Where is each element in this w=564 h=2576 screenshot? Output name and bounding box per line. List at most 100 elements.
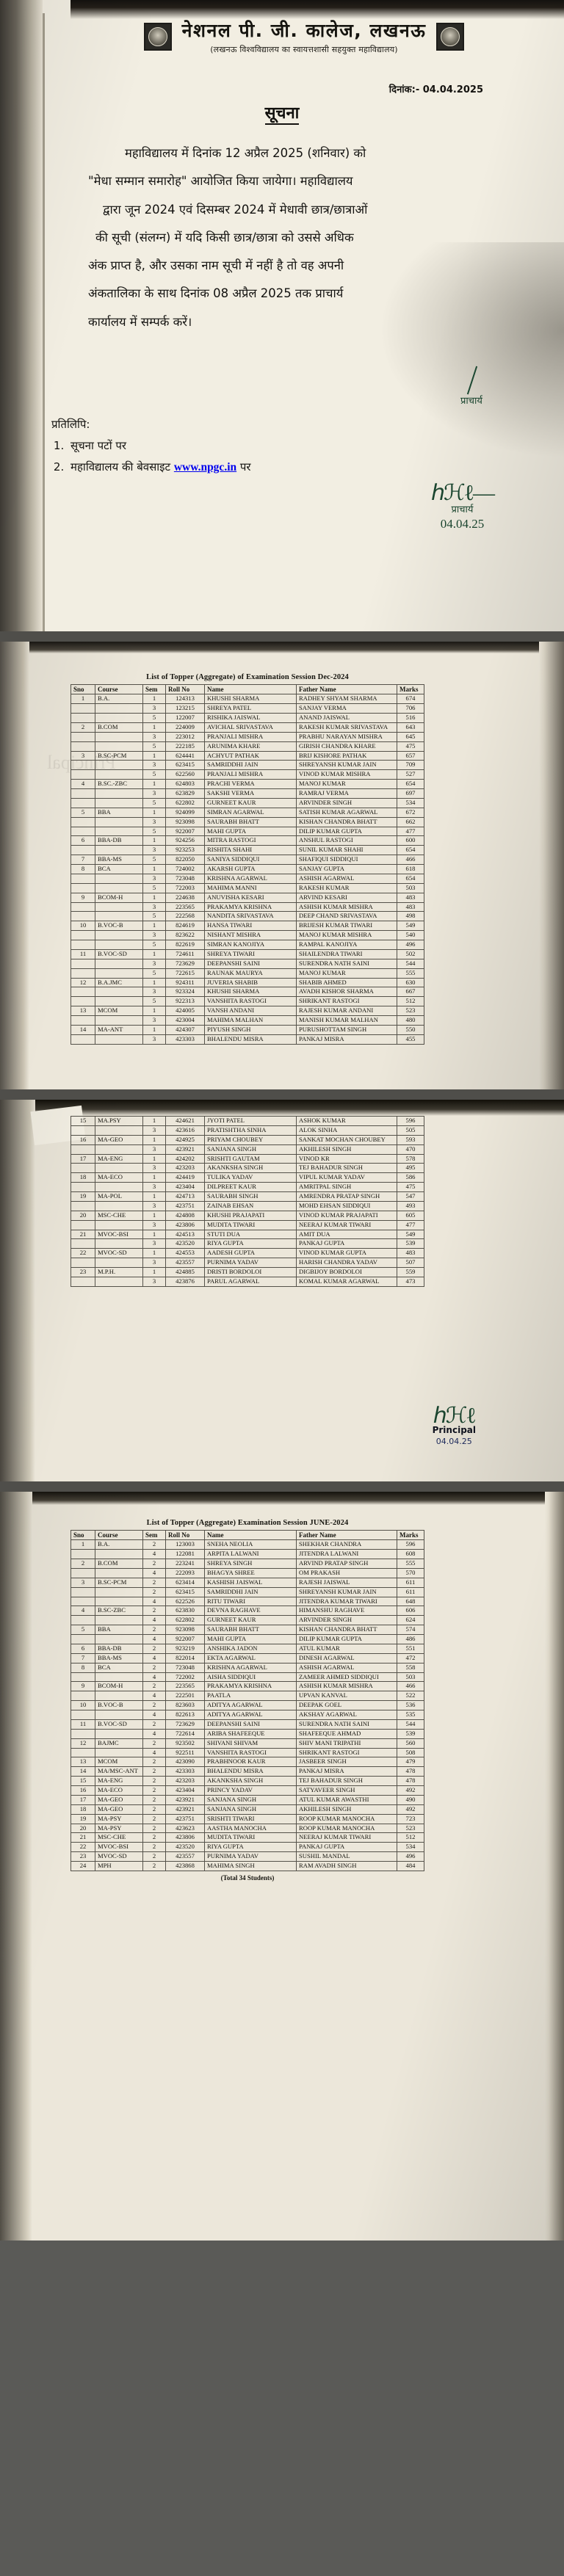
- table-cell: PRAKAMYA KRISHNA: [204, 901, 297, 913]
- table-cell: BBA-MS: [95, 855, 143, 866]
- table-cell: 544: [397, 958, 424, 969]
- copy-list-item-1: सूचना पटों पर: [68, 435, 251, 457]
- table-cell: 1: [142, 1248, 166, 1259]
- table-cell: 3: [142, 987, 166, 998]
- col-header-marks: Marks: [397, 683, 424, 695]
- table-cell: SRISHTI GAUTAM: [204, 1153, 297, 1164]
- table-cell: 123215: [165, 703, 205, 714]
- scan-shadow-top-3: [0, 1100, 564, 1116]
- table-row: 16 MA-ECO 2 423404 PRINCY YADAV SATYAVEER SIN…: [70, 1785, 424, 1796]
- table-cell: 2: [142, 1785, 166, 1796]
- table-row: 5 622560 PRANJALI MISHRA VINOD KUMAR MISHRA…: [70, 769, 424, 780]
- table-cell: ARVIND PRATAP SINGH: [296, 1559, 397, 1569]
- table-cell: 709: [397, 760, 424, 771]
- table-cell: 672: [397, 807, 424, 818]
- table-cell: 19: [70, 1813, 95, 1824]
- table-cell: [70, 1691, 95, 1702]
- table-cell: [70, 760, 95, 771]
- table-cell: 496: [397, 1851, 424, 1862]
- table-cell: [95, 1586, 143, 1597]
- table-row: 10 B.VOC-B 1 824619 HANSA TIWARI BRIJESH KUMA…: [70, 921, 424, 932]
- table-cell: AASTHA MANOCHA: [204, 1823, 297, 1834]
- table-cell: 697: [397, 788, 424, 799]
- table-cell: BBA-DB: [95, 835, 143, 846]
- table-cell: [95, 816, 143, 827]
- table-cell: 3: [142, 930, 166, 941]
- table-cell: 423520: [165, 1842, 205, 1853]
- table-cell: SANJANA SINGH: [204, 1144, 297, 1155]
- principal-signature-mark: प्राचार्य: [455, 366, 488, 407]
- dec-cont-table-wrapper: 15 MA.PSY 1 424621 JYOTI PATEL ASHOK KUMAR 596…: [70, 1116, 424, 1287]
- table-cell: MAHI GUPTA: [204, 1634, 297, 1644]
- table-cell: BCOM-H: [95, 892, 143, 903]
- table-cell: SHREYA PATEL: [204, 703, 297, 714]
- table-cell: 549: [397, 921, 424, 932]
- table-cell: 3: [70, 750, 95, 761]
- table-cell: 723629: [165, 958, 205, 969]
- table-cell: BBA: [95, 1625, 143, 1636]
- table-cell: MANOJ KUMAR MISHRA: [296, 930, 397, 941]
- table-cell: JYOTI PATEL: [204, 1116, 297, 1126]
- notice-title-text: सूचना: [264, 104, 300, 125]
- table-row: 17 MA-GEO 2 423921 SANJANA SINGH ATUL KUMAR A…: [70, 1794, 424, 1805]
- table-cell: MAHIMA SINGH: [204, 1861, 297, 1871]
- college-website-link[interactable]: www.npgc.in: [173, 461, 237, 474]
- table-cell: BRIJESH KUMAR TIWARI: [296, 921, 397, 932]
- table-cell: [95, 1034, 143, 1045]
- scan-shadow-top: [70, 0, 564, 19]
- table-cell: [70, 713, 95, 723]
- table-row: 5 922007 MAHI GUPTA DILIP KUMAR GUPTA 477: [70, 826, 424, 837]
- table-cell: 2: [142, 1662, 166, 1673]
- table-cell: BCA: [95, 1662, 143, 1673]
- table-cell: 722003: [165, 882, 205, 893]
- table-cell: 10: [70, 1700, 95, 1711]
- table-cell: VANSH ANDANI: [204, 1006, 297, 1017]
- table-cell: 13: [70, 1006, 95, 1017]
- table-cell: 1: [142, 1024, 166, 1035]
- table-cell: 9: [70, 892, 95, 903]
- table-cell: 824619: [165, 921, 205, 932]
- table-cell: 3: [142, 845, 166, 856]
- table-cell: [95, 911, 143, 922]
- table-cell: 479: [397, 1757, 424, 1768]
- table-cell: 493: [397, 1200, 424, 1211]
- table-cell: KRISHNA AGARWAL: [204, 1662, 297, 1673]
- table-cell: 24: [70, 1861, 95, 1871]
- table-cell: DINESH AGARWAL: [296, 1652, 397, 1663]
- table-cell: 466: [397, 855, 424, 866]
- table-cell: ARVIND KESARI: [296, 892, 397, 903]
- table-cell: 3: [70, 1577, 95, 1588]
- table-cell: [95, 845, 143, 856]
- table-cell: [70, 788, 95, 799]
- topper-table-page-june: List of Topper (Aggregate) Examination S…: [0, 1492, 564, 2241]
- table-cell: PRINCY YADAV: [204, 1785, 297, 1796]
- table-cell: 423921: [165, 1794, 205, 1805]
- principal-label-hi: प्राचार्य: [460, 396, 482, 407]
- table-cell: PURNIMA YADAV: [204, 1851, 297, 1862]
- table-cell: RIYA GUPTA: [204, 1842, 297, 1853]
- table-cell: SAMRIDDHI JAIN: [204, 1586, 297, 1597]
- col-header-roll: Roll No: [165, 683, 205, 695]
- handwritten-signature: ℎℋℓ—: [430, 481, 495, 505]
- table-cell: B.A.: [95, 1539, 143, 1550]
- table-cell: 4: [142, 1634, 166, 1644]
- table-cell: [70, 1219, 95, 1230]
- table-cell: 484: [397, 1861, 424, 1871]
- table-cell: AVICHAL SRIVASTAVA: [204, 722, 297, 733]
- table-cell: 606: [397, 1606, 424, 1617]
- table-cell: 1: [142, 892, 166, 903]
- table-cell: 424808: [165, 1210, 205, 1221]
- table-row: 3 B.SC-PCM 2 623414 KASHISH JAISWAL RAJESH JA…: [70, 1577, 424, 1588]
- signature-stroke: [455, 366, 488, 395]
- table-cell: TEJ BAHADUR SINGH: [296, 1163, 397, 1174]
- table-cell: 4: [142, 1710, 166, 1720]
- table-cell: B.SC.-ZBC: [95, 779, 143, 790]
- table-cell: [95, 797, 143, 808]
- table-cell: 654: [397, 873, 424, 884]
- table-cell: PRATISHTHA SINHA: [204, 1125, 297, 1136]
- table-cell: KRISHNA AGARWAL: [204, 873, 297, 884]
- table-cell: MA-ENG: [95, 1153, 143, 1164]
- table-cell: 1: [142, 1229, 166, 1240]
- table-cell: [70, 816, 95, 827]
- table-cell: JUVERIA SHABIB: [204, 977, 297, 988]
